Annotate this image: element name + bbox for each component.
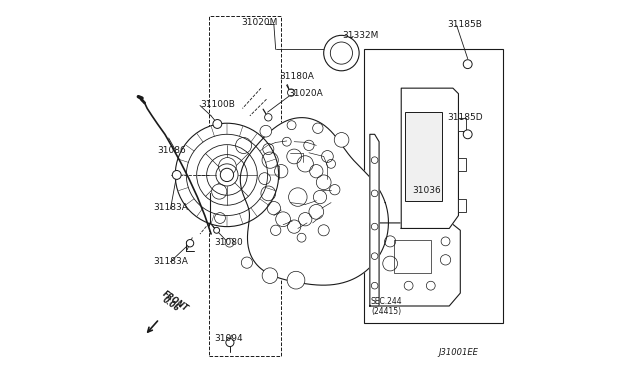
Text: FRONT: FRONT (161, 289, 189, 313)
Circle shape (226, 339, 234, 347)
Bar (394, 240, 431, 273)
Text: 31180A: 31180A (280, 72, 314, 81)
Circle shape (225, 238, 234, 247)
Bar (209, 16, 281, 356)
Text: 31183A: 31183A (153, 203, 188, 212)
Text: 0.06: 0.06 (161, 295, 181, 313)
Circle shape (264, 113, 272, 121)
Text: 31100B: 31100B (200, 100, 235, 109)
Circle shape (214, 213, 225, 224)
Circle shape (236, 138, 252, 154)
Bar (458, 199, 466, 212)
Circle shape (463, 130, 472, 139)
Text: 31332M: 31332M (342, 31, 378, 40)
Polygon shape (370, 223, 460, 306)
Text: 31183A: 31183A (153, 257, 188, 266)
Circle shape (330, 42, 353, 64)
Polygon shape (240, 118, 388, 285)
Text: 31036: 31036 (412, 186, 441, 195)
Circle shape (334, 132, 349, 147)
Circle shape (212, 184, 227, 199)
Circle shape (287, 89, 295, 96)
Text: 31020M: 31020M (241, 18, 277, 28)
Text: 31086: 31086 (157, 146, 186, 155)
Circle shape (213, 119, 222, 128)
Text: 31094: 31094 (215, 334, 243, 343)
Polygon shape (370, 134, 379, 306)
Circle shape (220, 168, 234, 182)
Circle shape (175, 123, 278, 227)
Circle shape (260, 125, 271, 137)
Circle shape (287, 271, 305, 289)
Circle shape (214, 227, 220, 233)
Bar (405, 112, 442, 201)
Circle shape (219, 158, 236, 175)
Text: SEC.244
(24415): SEC.244 (24415) (371, 297, 403, 316)
Text: J31001EE: J31001EE (438, 348, 478, 357)
Text: 31185D: 31185D (447, 113, 483, 122)
Circle shape (313, 123, 323, 134)
Circle shape (287, 121, 296, 130)
Circle shape (463, 60, 472, 68)
Text: 31185B: 31185B (447, 20, 483, 29)
Polygon shape (401, 88, 458, 228)
Text: 31080: 31080 (215, 238, 244, 247)
Bar (458, 158, 466, 171)
Circle shape (262, 268, 278, 283)
Circle shape (241, 257, 253, 268)
Bar (364, 49, 503, 323)
Circle shape (172, 170, 181, 179)
Circle shape (324, 35, 359, 71)
Circle shape (186, 240, 194, 247)
Bar (458, 118, 466, 131)
Text: 31020A: 31020A (289, 89, 323, 97)
